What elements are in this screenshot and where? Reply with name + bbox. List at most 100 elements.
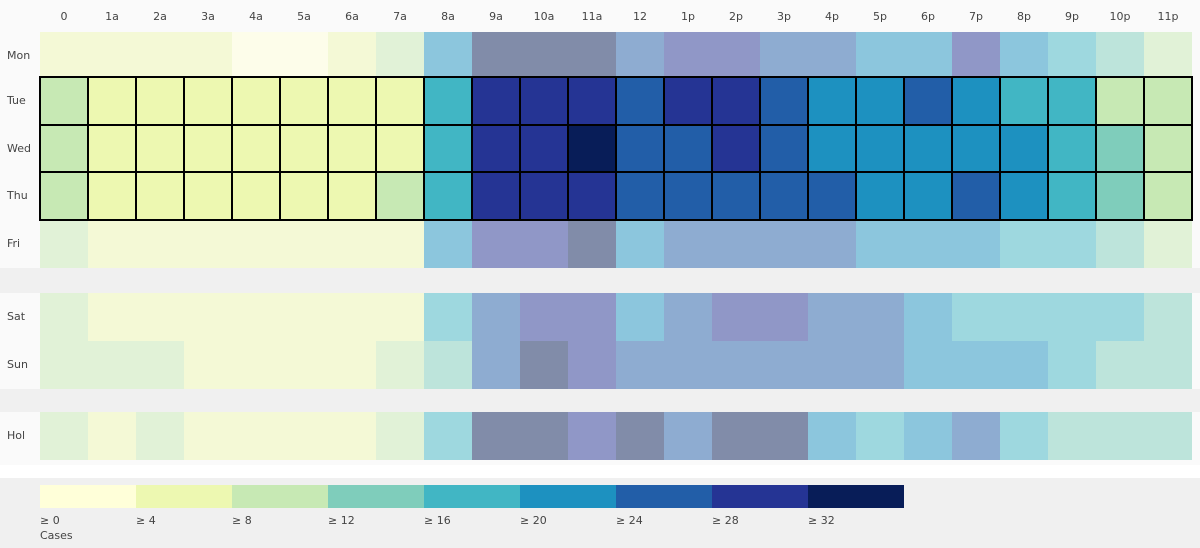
heat-cell xyxy=(616,293,664,341)
heat-cell-selected xyxy=(327,124,377,174)
heat-cell xyxy=(904,341,952,389)
heat-cell xyxy=(40,32,88,80)
heat-cell xyxy=(88,341,136,389)
heat-cell xyxy=(472,220,520,268)
heat-cell xyxy=(664,412,712,460)
heat-cell xyxy=(616,412,664,460)
legend-swatch xyxy=(808,485,904,508)
heat-cell xyxy=(232,293,280,341)
heat-cell-selected xyxy=(279,124,329,174)
heat-cell xyxy=(856,412,904,460)
legend-label: ≥ 0 xyxy=(40,514,60,527)
heat-cell xyxy=(712,293,760,341)
heat-cell-selected xyxy=(423,76,473,126)
heat-cell xyxy=(232,32,280,80)
heat-cell xyxy=(280,412,328,460)
heat-cell xyxy=(280,341,328,389)
column-label: 2a xyxy=(153,10,167,23)
heat-cell-selected xyxy=(855,76,905,126)
legend-label: ≥ 16 xyxy=(424,514,451,527)
heat-cell xyxy=(856,293,904,341)
row-label: Sat xyxy=(7,310,26,323)
heat-cell-selected xyxy=(855,124,905,174)
heat-cell xyxy=(1144,32,1192,80)
heat-cell-selected xyxy=(567,171,617,221)
heat-cell xyxy=(472,293,520,341)
heat-cell xyxy=(40,412,88,460)
heat-cell xyxy=(184,412,232,460)
heat-cell-selected xyxy=(39,171,89,221)
heat-cell-selected xyxy=(87,124,137,174)
legend-label: ≥ 4 xyxy=(136,514,156,527)
heat-cell xyxy=(856,341,904,389)
heat-cell xyxy=(232,412,280,460)
heat-cell xyxy=(952,293,1000,341)
heat-cell-selected xyxy=(951,124,1001,174)
heat-cell xyxy=(664,220,712,268)
heat-cell xyxy=(424,293,472,341)
separator xyxy=(0,465,1200,478)
heat-cell-selected xyxy=(1047,124,1097,174)
row-label: Sun xyxy=(7,358,28,371)
legend-swatch xyxy=(712,485,808,508)
heat-cell xyxy=(520,220,568,268)
heat-cell xyxy=(1144,412,1192,460)
heat-cell xyxy=(616,32,664,80)
heat-cell-selected xyxy=(279,171,329,221)
heat-cell-selected xyxy=(375,124,425,174)
heat-cell-selected xyxy=(183,124,233,174)
group-gap xyxy=(0,389,1200,412)
column-label: 4a xyxy=(249,10,263,23)
heat-cell-selected xyxy=(951,171,1001,221)
legend-swatch xyxy=(40,485,136,508)
heat-cell xyxy=(136,412,184,460)
heat-cell xyxy=(856,220,904,268)
heat-cell xyxy=(952,220,1000,268)
heat-cell xyxy=(88,220,136,268)
heat-cell xyxy=(904,412,952,460)
heat-cell xyxy=(760,412,808,460)
heat-cell-selected xyxy=(999,124,1049,174)
heat-cell xyxy=(712,341,760,389)
column-label: 3p xyxy=(777,10,791,23)
heat-cell-selected xyxy=(1143,76,1193,126)
heat-cell xyxy=(1048,341,1096,389)
heat-cell xyxy=(1096,220,1144,268)
heat-cell xyxy=(952,32,1000,80)
heat-cell xyxy=(1144,220,1192,268)
heat-cell-selected xyxy=(1047,171,1097,221)
heat-cell-selected xyxy=(855,171,905,221)
heat-cell xyxy=(808,220,856,268)
column-label: 6a xyxy=(345,10,359,23)
heat-cell xyxy=(1096,412,1144,460)
heat-cell-selected xyxy=(615,76,665,126)
column-label: 12 xyxy=(633,10,647,23)
heat-cell xyxy=(568,341,616,389)
heat-cell xyxy=(568,220,616,268)
legend-swatch xyxy=(424,485,520,508)
heat-cell xyxy=(184,293,232,341)
heat-cell-selected xyxy=(471,76,521,126)
legend-swatch xyxy=(616,485,712,508)
heat-cell xyxy=(88,412,136,460)
heat-cell xyxy=(1048,32,1096,80)
heat-cell xyxy=(376,412,424,460)
heat-cell xyxy=(568,293,616,341)
row-label: Thu xyxy=(6,189,28,202)
heat-cell xyxy=(1048,412,1096,460)
heat-cell-selected xyxy=(135,124,185,174)
heat-cell xyxy=(520,293,568,341)
heat-cell xyxy=(664,32,712,80)
heat-cell-selected xyxy=(519,171,569,221)
heat-cell-selected xyxy=(807,124,857,174)
heat-cell xyxy=(1096,293,1144,341)
column-label: 11p xyxy=(1158,10,1179,23)
heat-cell-selected xyxy=(615,124,665,174)
heat-cell xyxy=(328,32,376,80)
heat-cell-selected xyxy=(39,76,89,126)
heat-cell-selected xyxy=(39,124,89,174)
heat-cell xyxy=(136,293,184,341)
heat-cell-selected xyxy=(663,76,713,126)
group-gap xyxy=(0,268,1200,293)
legend-swatch xyxy=(520,485,616,508)
